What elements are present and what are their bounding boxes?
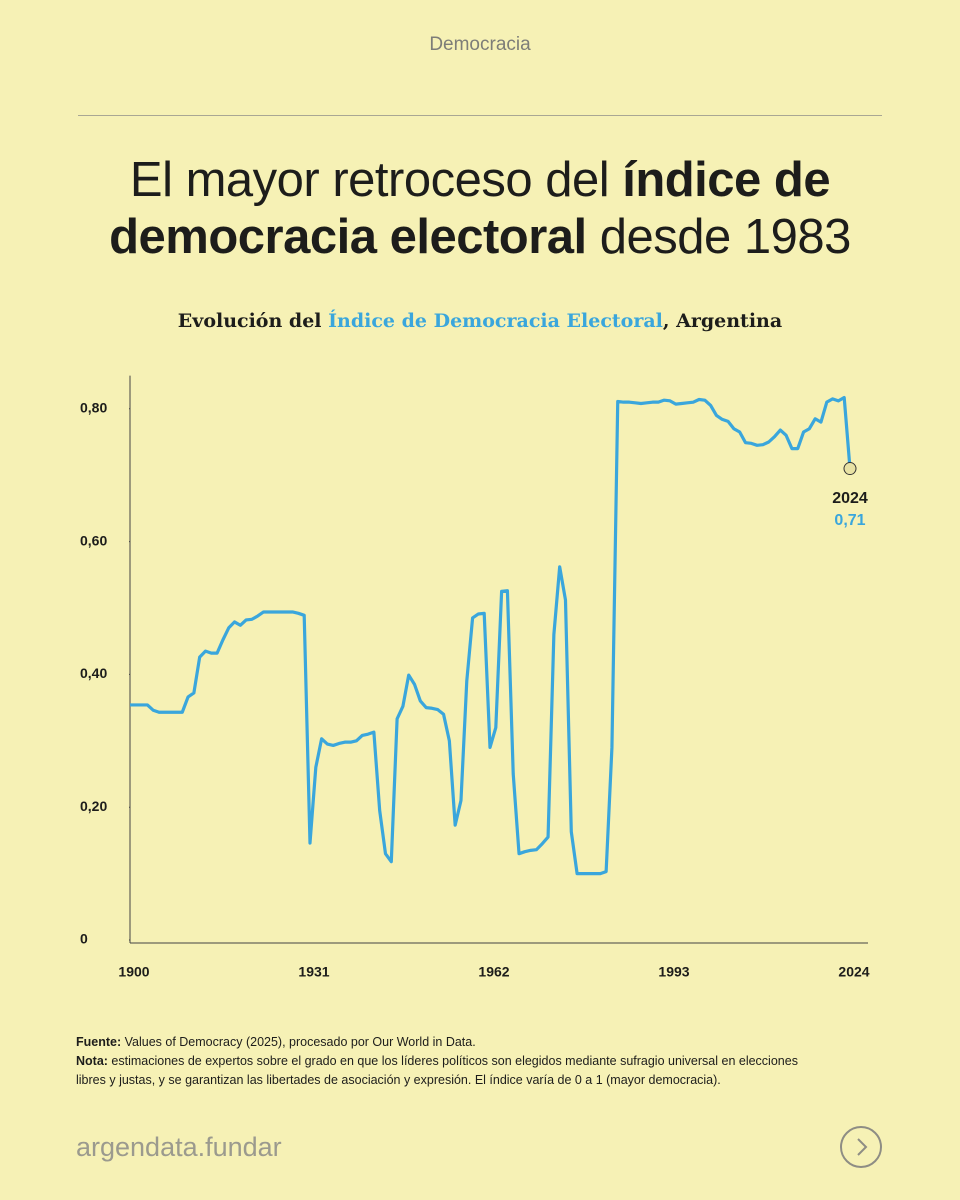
y-tick-label: 0,60: [80, 532, 107, 548]
title-part: desde 1983: [586, 210, 852, 264]
x-tick-label: 1900: [118, 964, 149, 980]
chart: 0 0,20 0,40 0,60 0,80 1900 1931 1962 1993 2024 202…: [80, 375, 870, 980]
source: Fuente: Values of Democracy (2025), proc…: [76, 1033, 816, 1052]
x-tick-label: 1993: [658, 964, 689, 980]
footer-notes: Fuente: Values of Democracy (2025), proc…: [76, 1033, 816, 1090]
y-tick-label: 0,20: [80, 798, 107, 814]
source-text: Values of Democracy (2025), procesado po…: [121, 1035, 476, 1049]
data-line: [130, 395, 852, 876]
title-part: índice de democracia electoral: [109, 153, 831, 264]
annotation-year: 2024: [832, 490, 868, 507]
divider: [78, 115, 882, 116]
section-header: Democracia: [429, 34, 531, 55]
note: Nota: estimaciones de expertos sobre el …: [76, 1052, 816, 1090]
subtitle-part: , Argentina: [662, 310, 783, 332]
chart-subtitle: Evolución del Índice de Democracia Elect…: [0, 310, 960, 332]
subtitle-part: Evolución del: [177, 310, 329, 332]
chart-title: El mayor retroceso del índice de democra…: [80, 152, 880, 266]
x-tick-label: 2024: [838, 964, 869, 980]
chevron-icon: [857, 1138, 868, 1156]
subtitle-part: Índice de Democracia Electoral: [328, 310, 663, 332]
source-label: Fuente:: [76, 1035, 122, 1049]
x-tick-label: 1931: [298, 964, 329, 980]
annotation-value: 0,71: [834, 512, 865, 529]
note-text: estimaciones de expertos sobre el grado …: [76, 1054, 798, 1087]
y-tick-label: 0,40: [80, 665, 107, 681]
next-button[interactable]: [840, 1126, 882, 1168]
brand: argendata.fundar: [76, 1132, 282, 1162]
y-tick-label: 0: [80, 931, 88, 947]
end-marker: [843, 462, 857, 476]
x-tick-label: 1962: [478, 964, 509, 980]
title-part: El mayor retroceso del: [129, 153, 623, 207]
y-tick-label: 0,80: [80, 400, 107, 416]
note-label: Nota:: [76, 1054, 108, 1068]
